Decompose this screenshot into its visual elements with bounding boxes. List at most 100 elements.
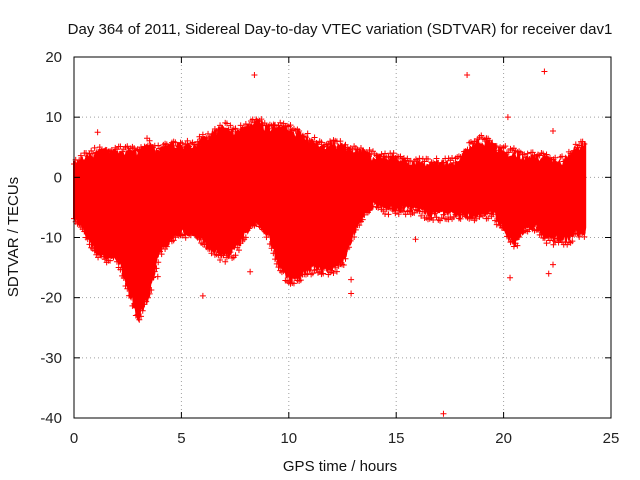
data-point xyxy=(486,137,493,144)
data-point xyxy=(89,150,96,157)
data-point xyxy=(304,130,311,137)
data-point xyxy=(359,216,366,223)
data-point xyxy=(347,237,354,244)
data-point xyxy=(349,146,356,153)
data-point xyxy=(272,121,279,128)
data-point xyxy=(199,131,206,138)
data-point xyxy=(311,134,318,141)
data-point xyxy=(124,285,131,292)
data-point xyxy=(320,270,327,277)
data-point xyxy=(175,143,182,150)
data-point xyxy=(371,199,378,206)
data-point xyxy=(232,125,239,132)
data-point xyxy=(559,153,566,160)
data-point xyxy=(315,141,322,148)
data-point xyxy=(335,144,342,151)
data-point xyxy=(521,151,528,158)
data-point xyxy=(287,122,294,129)
data-point xyxy=(345,244,352,251)
data-point xyxy=(275,264,282,271)
outlier-point xyxy=(251,72,258,79)
outlier-point xyxy=(550,128,557,135)
y-tick-label: 20 xyxy=(45,49,62,66)
outlier-point xyxy=(504,114,511,121)
data-point xyxy=(502,227,509,234)
data-point xyxy=(473,215,480,222)
data-point xyxy=(91,144,98,151)
outlier-point xyxy=(440,410,447,417)
outlier-point xyxy=(94,129,101,136)
data-point xyxy=(107,257,114,264)
data-point xyxy=(382,150,389,157)
data-point xyxy=(467,214,474,221)
axis-ticks: 0 5 10 15 20 25 -40 -30 -20 -10 0 10 20 xyxy=(40,49,619,447)
data-point xyxy=(431,210,438,217)
x-axis-label: GPS time / hours xyxy=(283,458,397,475)
outlier-point xyxy=(550,261,557,268)
outlier-point xyxy=(507,274,514,281)
data-point xyxy=(182,234,189,241)
data-point xyxy=(543,240,550,247)
data-point xyxy=(158,146,165,153)
outlier-point xyxy=(144,135,151,142)
data-point xyxy=(430,216,437,223)
data-point xyxy=(127,292,134,299)
data-point xyxy=(505,233,512,240)
y-tick-label: 10 xyxy=(45,109,62,126)
data-point xyxy=(564,156,571,163)
data-point xyxy=(571,147,578,154)
data-point xyxy=(411,209,418,216)
data-point xyxy=(548,234,555,241)
data-point xyxy=(337,138,344,145)
data-point xyxy=(117,143,124,150)
x-tick-label: 20 xyxy=(495,430,512,447)
data-point xyxy=(191,229,198,236)
x-tick-label: 25 xyxy=(603,430,620,447)
data-point xyxy=(167,235,174,242)
data-point xyxy=(569,238,576,245)
outlier-point xyxy=(464,72,471,79)
data-point xyxy=(534,226,541,233)
data-point xyxy=(424,155,431,162)
data-point xyxy=(431,161,438,168)
data-point xyxy=(151,268,158,275)
data-point xyxy=(184,137,191,144)
data-point xyxy=(155,259,162,266)
data-point xyxy=(270,250,277,257)
data-point xyxy=(163,243,170,250)
data-point xyxy=(148,286,155,293)
data-point xyxy=(217,256,224,263)
data-point xyxy=(251,119,258,126)
data-point xyxy=(390,205,397,212)
outlier-point xyxy=(247,268,254,275)
data-point xyxy=(273,125,280,132)
x-tick-label: 5 xyxy=(177,430,185,447)
data-point xyxy=(510,243,517,250)
data-point xyxy=(440,159,447,166)
data-point xyxy=(383,206,390,213)
data-point xyxy=(469,211,476,218)
outlier-point xyxy=(199,292,206,299)
data-point xyxy=(500,224,507,231)
data-point xyxy=(576,233,583,240)
data-point xyxy=(83,150,90,157)
data-point xyxy=(158,251,165,258)
data-point xyxy=(144,294,151,301)
data-point xyxy=(302,134,309,141)
data-point xyxy=(485,215,492,222)
data-point xyxy=(418,212,425,219)
y-tick-label: -20 xyxy=(40,290,62,307)
data-point xyxy=(84,236,91,243)
data-point xyxy=(193,141,200,148)
data-point xyxy=(574,229,581,236)
data-point xyxy=(81,228,88,235)
outlier-point xyxy=(412,236,419,243)
data-point xyxy=(277,119,284,126)
data-point xyxy=(419,208,426,215)
data-point xyxy=(553,235,560,242)
data-point xyxy=(581,233,588,240)
data-point xyxy=(112,252,119,259)
data-point xyxy=(351,233,358,240)
data-point xyxy=(187,232,194,239)
